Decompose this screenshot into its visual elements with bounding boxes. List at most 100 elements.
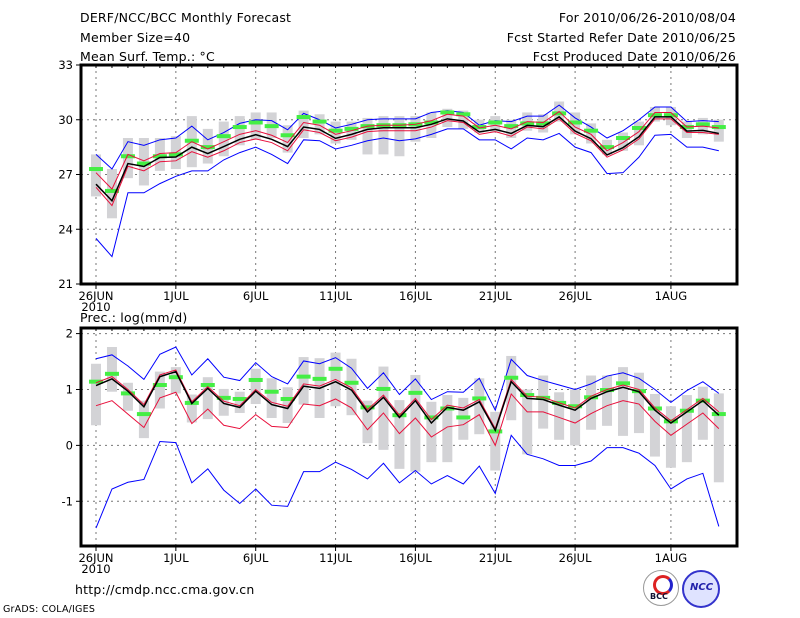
- ensemble-range-bar: [378, 116, 389, 155]
- member-marker: [232, 125, 247, 130]
- y-tick-label: 0: [66, 438, 73, 452]
- member-marker: [616, 136, 631, 140]
- ensemble-range-bar: [362, 400, 373, 444]
- ensemble-range-bar: [282, 125, 293, 153]
- ensemble-range-bar: [665, 406, 676, 468]
- member-marker: [520, 393, 535, 398]
- plot-frame: [79, 63, 739, 286]
- ensemble-range-bar: [506, 355, 517, 421]
- member-marker: [536, 395, 551, 400]
- ensemble-range-bar: [602, 375, 613, 426]
- member-marker: [89, 379, 103, 384]
- upper-spread-line: [95, 110, 719, 190]
- x-tick-label: 11JUL: [319, 289, 352, 303]
- ensemble-mean-line: [95, 115, 719, 203]
- member-marker: [104, 188, 119, 193]
- member-marker: [184, 138, 199, 143]
- member-marker: [152, 154, 167, 159]
- member-marker: [152, 383, 167, 388]
- ensemble-range-bar: [586, 123, 597, 144]
- ensemble-range-bar: [282, 387, 293, 424]
- y-tick-label: 24: [58, 222, 73, 236]
- x-tick-label: 16JUL: [399, 289, 432, 303]
- figure-title: DERF/NCC/BCC Monthly Forecast: [80, 10, 292, 25]
- y-tick-label: -1: [62, 494, 73, 508]
- member-marker: [280, 133, 295, 138]
- ensemble-range-bar: [554, 392, 565, 440]
- member-marker: [408, 390, 423, 395]
- member-marker: [136, 161, 151, 166]
- source-url[interactable]: http://cmdp.ncc.cma.gov.cn: [75, 582, 255, 597]
- ensemble-range-bar: [426, 112, 437, 138]
- temp-panel-title: Mean Surf. Temp.: °C: [80, 49, 215, 64]
- ensemble-range-bar: [618, 132, 629, 151]
- member-marker: [440, 406, 455, 411]
- y-tick-label: 33: [58, 58, 73, 72]
- member-marker: [120, 391, 135, 396]
- member-marker: [344, 380, 359, 385]
- member-marker: [136, 412, 151, 417]
- x-tick-label: 6JUL: [243, 551, 269, 565]
- member-marker: [216, 395, 231, 400]
- x-tick-label: 21JUL: [479, 551, 512, 565]
- ensemble-range-bar: [346, 358, 357, 416]
- y-tick-label: 30: [58, 113, 73, 127]
- bcc-logo: BCC: [643, 570, 679, 606]
- member-marker: [104, 371, 119, 376]
- bcc-logo-text: BCC: [650, 592, 668, 601]
- ensemble-range-bar: [154, 371, 165, 409]
- member-marker: [631, 125, 646, 130]
- member-marker: [280, 396, 295, 401]
- x-tick-label: 1JUL: [163, 289, 189, 303]
- member-marker: [248, 120, 263, 125]
- member-marker: [120, 154, 135, 159]
- forecast-period: For 2010/06/26-2010/08/04: [558, 10, 736, 25]
- member-marker: [248, 377, 263, 382]
- member-marker: [472, 125, 487, 130]
- ensemble-range-bar: [633, 121, 644, 146]
- member-marker: [584, 128, 599, 133]
- x-tick-label: 11JUL: [319, 551, 352, 565]
- prec-panel: 26JUN 1JUL 6JUL 11JUL 16JUL 21JUL 26JUL 1AUG201…: [62, 326, 739, 576]
- ensemble-range-bar: [218, 388, 229, 416]
- ensemble-range-bar: [426, 401, 437, 463]
- member-marker: [488, 120, 503, 125]
- member-marker: [568, 120, 583, 125]
- member-marker: [424, 415, 439, 420]
- x-tick-label: 6JUL: [243, 289, 269, 303]
- ensemble-range-bar: [681, 121, 692, 138]
- member-marker: [472, 396, 487, 401]
- x-tick-label: 1AUG: [655, 551, 688, 565]
- ensemble-range-bar: [91, 154, 101, 197]
- ensemble-range-bar: [186, 394, 197, 423]
- ensemble-range-bar: [394, 400, 405, 469]
- member-marker: [600, 145, 615, 150]
- ensemble-range-bar: [522, 389, 533, 455]
- member-marker: [264, 124, 279, 129]
- ensemble-range-bar: [138, 400, 149, 439]
- max-line: [95, 104, 719, 170]
- ensemble-range-bar: [298, 110, 309, 138]
- ensemble-range-bar: [458, 110, 469, 129]
- member-marker: [504, 375, 519, 380]
- member-marker: [376, 386, 391, 391]
- member-marker: [552, 111, 567, 116]
- ensemble-range-bar: [91, 363, 101, 426]
- ensemble-range-bar: [234, 116, 245, 146]
- ensemble-range-bar: [538, 375, 549, 429]
- ensemble-range-bar: [298, 357, 309, 405]
- x-tick-label: 26JUL: [559, 289, 592, 303]
- member-marker: [536, 121, 551, 126]
- ensemble-range-bar: [442, 108, 453, 128]
- max-line: [95, 346, 720, 412]
- member-marker: [312, 376, 327, 381]
- ncc-logo-text: NCC: [690, 582, 714, 593]
- ensemble-range-bar: [202, 377, 213, 420]
- member-marker: [264, 389, 279, 394]
- member-marker: [584, 395, 599, 400]
- ensemble-range-bar: [490, 411, 501, 471]
- member-marker: [360, 405, 375, 410]
- member-marker: [568, 404, 583, 409]
- upper-spread-line: [95, 369, 720, 430]
